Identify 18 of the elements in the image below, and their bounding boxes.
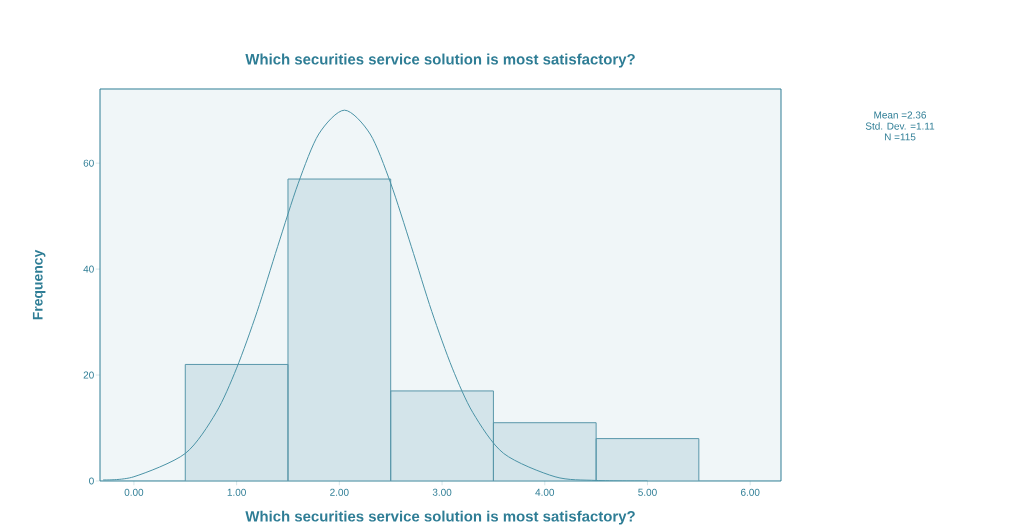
x-axis-title: Which securities service solution is most satisfactory? xyxy=(245,510,635,525)
y-tick-label: 40 xyxy=(83,265,94,273)
x-tick-label: 3.00 xyxy=(432,488,452,496)
x-tick-label: 4.00 xyxy=(535,488,555,496)
x-tick-label: 5.00 xyxy=(638,488,657,496)
y-tick-label: 20 xyxy=(83,371,94,379)
y-tick-label: 0 xyxy=(89,477,94,485)
text: Mean =2.36 xyxy=(874,111,926,119)
y-tick-label: 60 xyxy=(83,159,94,167)
line-series xyxy=(102,109,648,481)
text: N =115 xyxy=(884,133,916,141)
x-tick-label: 1.00 xyxy=(227,488,246,496)
text: Std. Dev. =1.11 xyxy=(865,122,935,130)
x-tick-label: 0.00 xyxy=(124,488,144,496)
x-tick-label: 2.00 xyxy=(330,488,349,496)
x-tick-label: 6.00 xyxy=(741,488,760,496)
chart-title: Which securities service solution is most satisfactory? xyxy=(245,53,635,68)
y-axis-title: Frequency xyxy=(32,249,46,320)
